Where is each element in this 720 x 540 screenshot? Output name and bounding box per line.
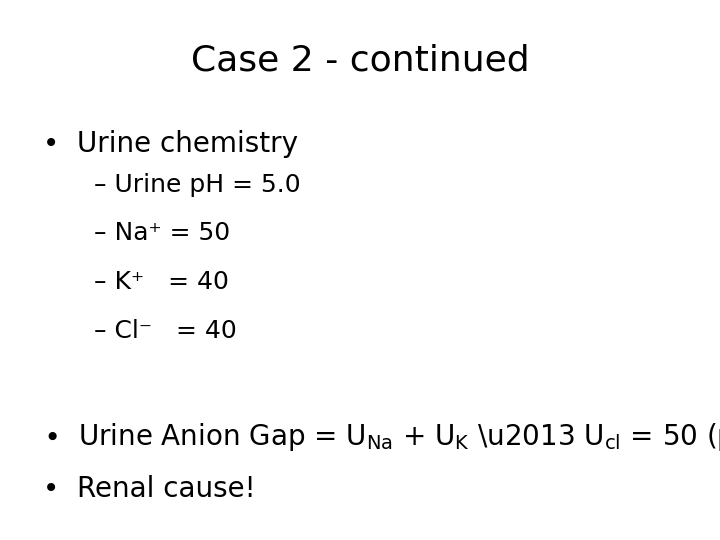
Text: Case 2 - continued: Case 2 - continued [191, 43, 529, 77]
Text: – Urine pH = 5.0: – Urine pH = 5.0 [94, 173, 300, 197]
Text: – Na⁺ = 50: – Na⁺ = 50 [94, 221, 230, 245]
Text: •  Urine chemistry: • Urine chemistry [43, 130, 298, 158]
Text: •  Renal cause!: • Renal cause! [43, 475, 256, 503]
Text: – Cl⁻   = 40: – Cl⁻ = 40 [94, 319, 236, 342]
Text: – K⁺   = 40: – K⁺ = 40 [94, 270, 228, 294]
Text: $\bullet$  Urine Anion Gap = U$_{\mathregular{Na}}$ + U$_{\mathregular{K}}$ \u20: $\bullet$ Urine Anion Gap = U$_{\mathreg… [43, 421, 720, 453]
